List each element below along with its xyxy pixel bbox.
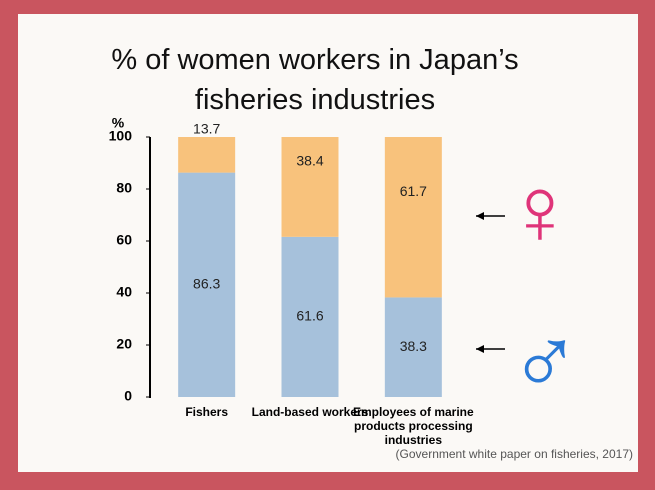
legend-symbol: ♂ <box>509 304 581 411</box>
value-label: 13.7 <box>193 121 220 137</box>
value-label: 61.7 <box>400 183 427 199</box>
bar-segment <box>178 172 236 397</box>
bar-segment <box>281 137 339 237</box>
chart-title: % of women workers in Japan’s fisheries … <box>111 44 519 116</box>
value-label: 61.6 <box>296 308 323 324</box>
bar-segment <box>384 297 442 397</box>
arrow-head <box>476 345 484 353</box>
y-tick-label: 80 <box>116 180 132 196</box>
y-tick-label: 60 <box>116 232 132 248</box>
x-tick-label: Land-based workers <box>251 405 369 419</box>
value-label: 38.3 <box>400 338 427 354</box>
value-label: 86.3 <box>193 276 220 292</box>
x-tick-label: Employees of marine products processing … <box>352 405 474 447</box>
x-tick-label: Fishers <box>185 405 228 419</box>
bar-segment <box>178 137 236 173</box>
y-tick-label: 0 <box>124 388 132 404</box>
bar-segment <box>384 137 442 298</box>
arrow-head <box>476 212 484 220</box>
source-note: (Government white paper on fisheries, 20… <box>395 447 633 461</box>
y-tick-label: 40 <box>116 284 132 300</box>
y-axis-label: % <box>112 115 125 131</box>
bar-segment <box>281 236 339 397</box>
y-tick-label: 20 <box>116 336 132 352</box>
value-label: 38.4 <box>296 153 323 169</box>
legend-symbol: ♀ <box>504 157 576 264</box>
y-tick-label: 100 <box>109 128 133 144</box>
